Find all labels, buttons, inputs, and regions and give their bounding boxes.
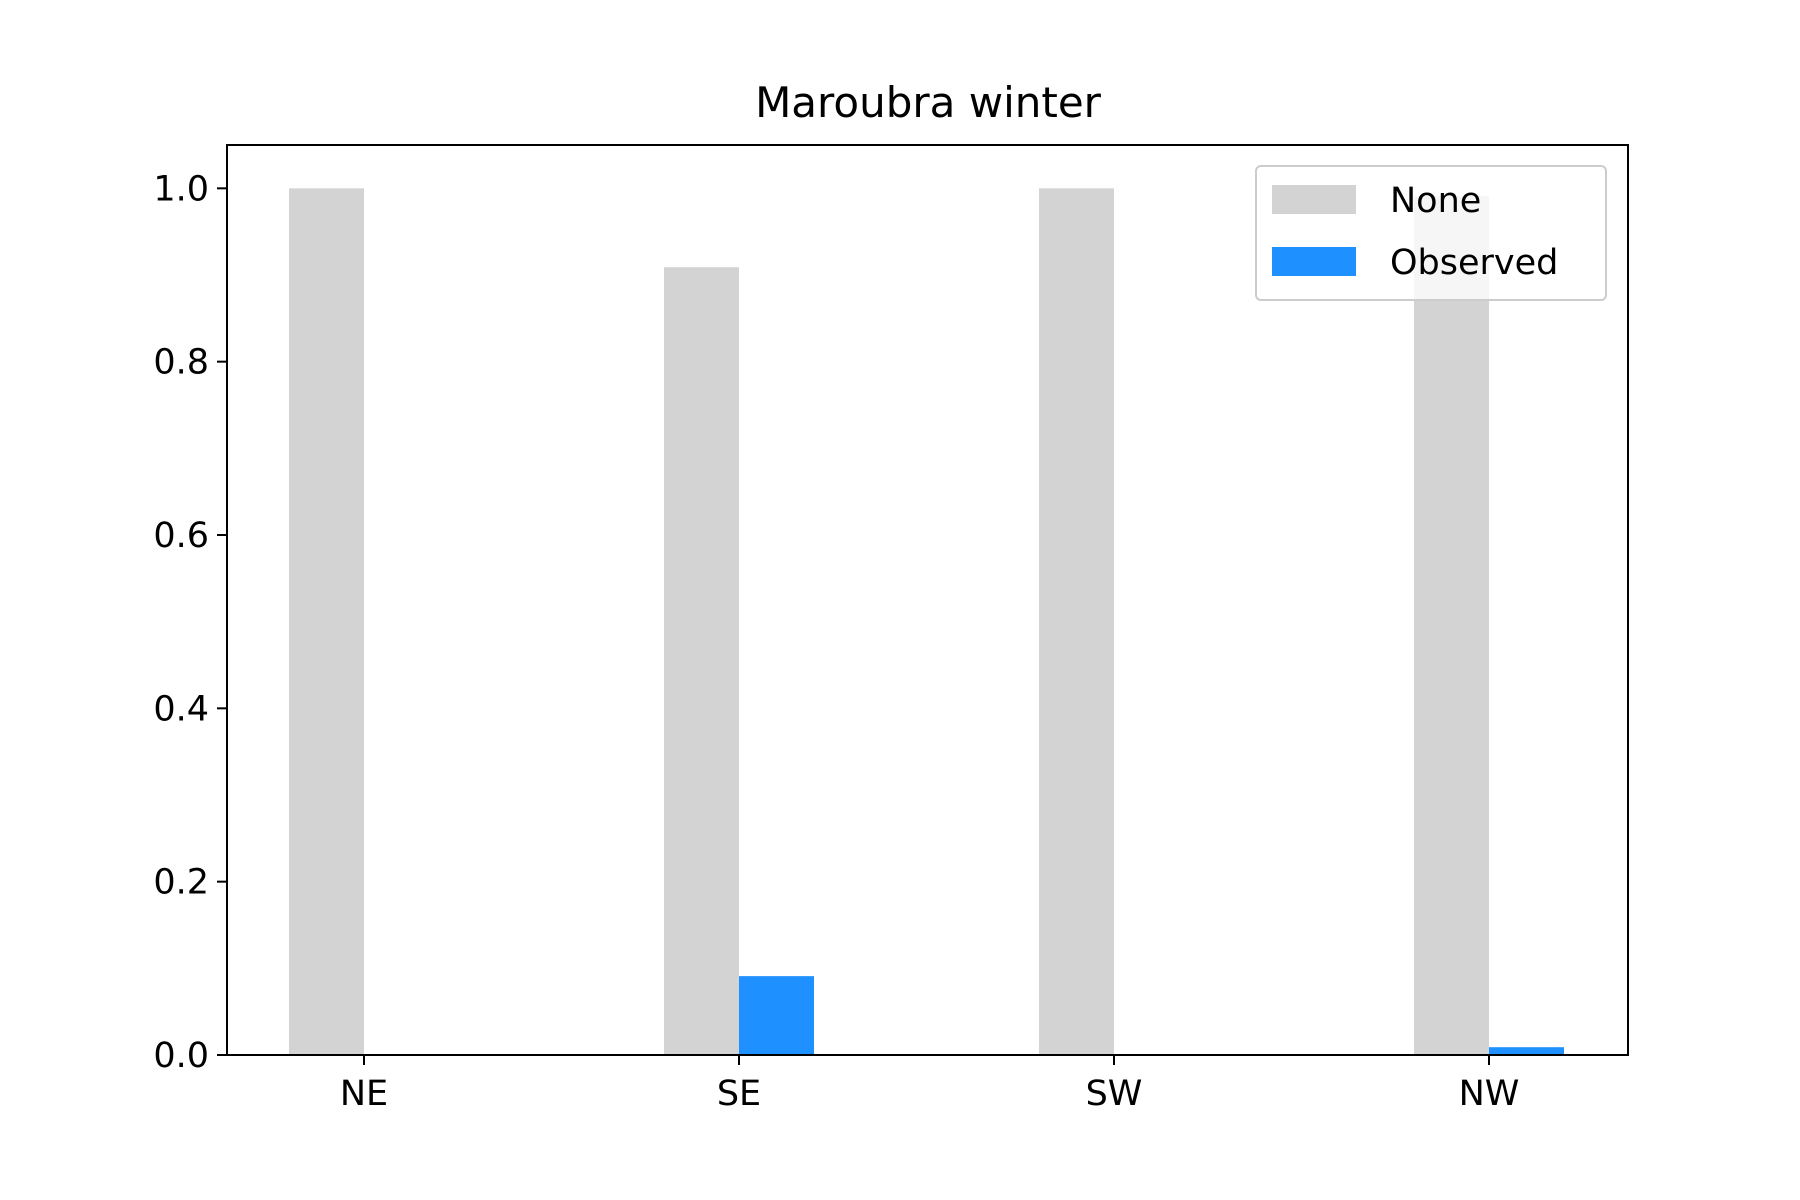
y-tick-label: 0.6 <box>153 516 209 556</box>
y-tick-label: 0.2 <box>153 863 209 903</box>
plot-frame <box>226 144 1629 1056</box>
bar-none-sw <box>1039 188 1114 1056</box>
x-tick-label: SE <box>717 1074 761 1114</box>
axes-layer: NE SE SW NW 0.0 0.2 0.4 0.6 0.8 1.0 <box>153 144 1629 1114</box>
legend-label-none: None <box>1390 181 1481 221</box>
bar-observed-se <box>739 976 814 1055</box>
bars-layer <box>289 188 1564 1056</box>
legend-swatch-none <box>1272 185 1356 214</box>
x-tick-label: NE <box>340 1074 388 1114</box>
chart-title: Maroubra winter <box>755 78 1102 127</box>
y-tick-label: 1.0 <box>153 169 209 209</box>
y-tick-label: 0.0 <box>153 1036 209 1076</box>
legend-swatch-observed <box>1272 247 1356 276</box>
y-tick-label: 0.4 <box>153 689 209 729</box>
bar-observed-nw <box>1489 1047 1564 1055</box>
y-tick-label: 0.8 <box>153 343 209 383</box>
bar-none-ne <box>289 188 364 1056</box>
bar-none-se <box>664 267 739 1055</box>
x-tick-label: NW <box>1459 1074 1520 1114</box>
legend: None Observed <box>1255 165 1607 301</box>
legend-label-observed: Observed <box>1390 243 1558 283</box>
x-tick-label: SW <box>1086 1074 1143 1114</box>
bar-none-nw <box>1414 196 1489 1056</box>
